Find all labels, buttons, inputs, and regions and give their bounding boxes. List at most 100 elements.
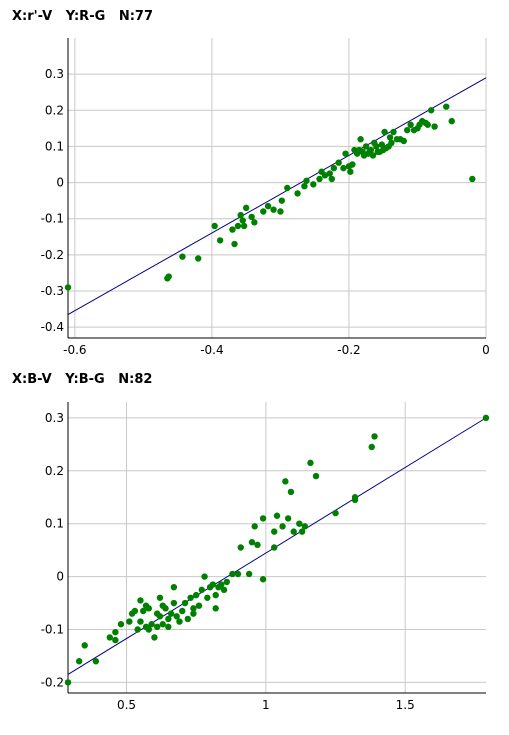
- data-point: [240, 222, 248, 230]
- data-point: [64, 679, 72, 686]
- data-point: [229, 226, 236, 233]
- data-point: [390, 128, 397, 136]
- data-point: [170, 599, 178, 607]
- data-point: [251, 219, 258, 226]
- data-point: [192, 591, 200, 599]
- data-point: [234, 222, 242, 230]
- data-point: [220, 586, 228, 594]
- data-point: [162, 605, 169, 612]
- data-point: [248, 539, 256, 546]
- regression-line: [67, 77, 487, 315]
- data-point: [371, 433, 378, 440]
- data-point: [431, 123, 438, 130]
- data-point: [229, 570, 236, 578]
- data-point: [443, 103, 450, 110]
- data-point: [378, 141, 386, 148]
- data-point: [165, 623, 172, 631]
- data-point: [271, 528, 278, 535]
- y-tick-label: 0.1: [45, 139, 64, 153]
- data-point: [321, 172, 329, 179]
- y-tick-label: -0.4: [41, 320, 64, 334]
- y-tick-label: -0.1: [41, 623, 64, 637]
- data-point: [301, 182, 308, 190]
- data-point: [340, 164, 347, 172]
- data-point: [92, 658, 100, 665]
- data-point: [179, 253, 186, 260]
- data-point: [153, 623, 161, 631]
- data-point: [195, 602, 203, 609]
- data-point: [245, 570, 253, 578]
- data-point: [216, 237, 224, 244]
- y-tick-label: 0.1: [45, 517, 64, 531]
- y-tick-label: -0.2: [41, 248, 64, 262]
- data-point: [211, 222, 218, 230]
- data-point: [148, 621, 155, 628]
- data-point: [373, 143, 380, 150]
- data-point: [278, 197, 285, 204]
- data-point: [81, 642, 88, 649]
- data-point: [75, 658, 83, 665]
- data-point: [362, 143, 370, 150]
- data-point: [328, 175, 336, 183]
- data-point: [448, 117, 455, 125]
- data-point: [368, 443, 375, 451]
- data-point: [351, 494, 359, 501]
- data-point: [469, 175, 476, 183]
- data-point: [303, 177, 310, 184]
- x-tick-label: 1: [262, 698, 270, 712]
- data-point: [251, 523, 258, 530]
- data-point: [367, 146, 375, 154]
- data-point: [126, 618, 133, 625]
- data-point: [307, 459, 314, 467]
- data-point: [298, 528, 306, 535]
- chart-title: X:r'-V Y:R-G N:77: [12, 9, 154, 24]
- chart-title: X:B-V Y:B-G N:82: [12, 372, 153, 387]
- data-point: [234, 570, 242, 578]
- data-point: [204, 594, 211, 601]
- data-point: [237, 211, 244, 219]
- data-point: [294, 190, 301, 197]
- data-point: [290, 528, 297, 535]
- data-point: [273, 512, 281, 519]
- data-point: [345, 163, 353, 170]
- data-point: [357, 136, 364, 143]
- y-tick-label: 0: [56, 176, 64, 190]
- data-point: [117, 621, 125, 628]
- data-point: [312, 472, 320, 480]
- data-point: [270, 206, 277, 213]
- data-point: [165, 615, 172, 623]
- data-point: [335, 159, 342, 166]
- data-point: [427, 107, 435, 114]
- data-point: [259, 576, 267, 583]
- data-point: [330, 164, 338, 172]
- data-point: [400, 137, 407, 145]
- x-tick-label: 0.5: [117, 698, 136, 712]
- data-point: [173, 613, 180, 620]
- data-point: [403, 126, 411, 134]
- data-point: [242, 204, 250, 212]
- data-point: [140, 607, 147, 615]
- data-point: [212, 591, 219, 599]
- y-tick-label: 0.2: [45, 464, 64, 478]
- data-point: [151, 634, 158, 641]
- data-point: [381, 128, 388, 136]
- data-point: [156, 594, 164, 601]
- data-point: [190, 605, 197, 612]
- data-point: [201, 573, 208, 580]
- data-point: [277, 208, 284, 215]
- x-tick-label: -0.6: [63, 343, 86, 357]
- data-point: [137, 597, 144, 604]
- data-point: [223, 578, 231, 586]
- data-point: [482, 414, 490, 422]
- data-point: [239, 217, 246, 224]
- data-point: [271, 544, 278, 551]
- y-tick-label: -0.2: [41, 675, 64, 689]
- data-point: [159, 621, 166, 628]
- data-point: [342, 150, 349, 157]
- data-point: [284, 184, 291, 192]
- data-point: [316, 175, 323, 183]
- data-point: [301, 523, 309, 530]
- data-point: [369, 152, 377, 159]
- data-point: [187, 594, 194, 601]
- data-point: [254, 541, 261, 549]
